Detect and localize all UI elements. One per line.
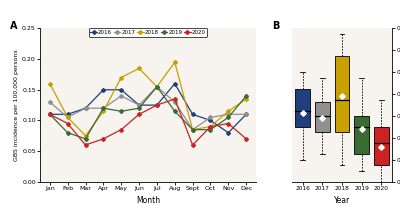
- 2019: [172, 110, 177, 113]
- 2016: [172, 82, 177, 85]
- 2018: [65, 116, 70, 119]
- 2020: [119, 128, 124, 131]
- Text: B: B: [272, 21, 279, 31]
- 2017: [208, 116, 213, 119]
- Bar: [295, 89, 310, 127]
- Line: 2017: 2017: [48, 85, 248, 131]
- 2017: [101, 107, 106, 110]
- 2016: [119, 88, 124, 91]
- 2020: [226, 122, 231, 125]
- 2018: [208, 125, 213, 128]
- 2018: [244, 98, 248, 100]
- X-axis label: Year: Year: [334, 196, 350, 205]
- 2018: [172, 61, 177, 64]
- 2016: [83, 107, 88, 110]
- Text: A: A: [10, 21, 17, 31]
- 2019: [226, 116, 231, 119]
- 2019: [65, 131, 70, 134]
- 2018: [190, 128, 195, 131]
- 2019: [208, 128, 213, 131]
- Bar: [374, 127, 389, 165]
- Bar: [354, 116, 369, 154]
- 2018: [226, 110, 231, 113]
- 2017: [48, 101, 52, 103]
- X-axis label: Month: Month: [136, 196, 160, 205]
- 2016: [226, 131, 231, 134]
- 2018: [48, 82, 52, 85]
- 2017: [137, 104, 142, 106]
- 2017: [65, 116, 70, 119]
- 2017: [226, 113, 231, 116]
- 2020: [154, 104, 159, 106]
- 2017: [83, 107, 88, 110]
- 2017: [119, 95, 124, 97]
- Line: 2020: 2020: [48, 98, 248, 146]
- 2016: [137, 104, 142, 106]
- Y-axis label: GBS incidence per 100,000 persons: GBS incidence per 100,000 persons: [14, 49, 19, 161]
- 2019: [48, 113, 52, 116]
- Line: 2019: 2019: [48, 85, 248, 140]
- 2018: [154, 85, 159, 88]
- 2018: [101, 110, 106, 113]
- 2020: [65, 122, 70, 125]
- 2020: [137, 113, 142, 116]
- 2019: [83, 138, 88, 140]
- 2020: [101, 138, 106, 140]
- 2019: [101, 107, 106, 110]
- Legend: 2016, 2017, 2018, 2019, 2020: 2016, 2017, 2018, 2019, 2020: [88, 28, 208, 37]
- 2018: [137, 67, 142, 70]
- 2019: [119, 110, 124, 113]
- 2020: [48, 113, 52, 116]
- Bar: [334, 56, 350, 132]
- 2017: [190, 128, 195, 131]
- 2016: [244, 113, 248, 116]
- 2020: [208, 125, 213, 128]
- 2020: [190, 144, 195, 146]
- 2019: [244, 95, 248, 97]
- 2017: [172, 101, 177, 103]
- 2019: [154, 85, 159, 88]
- 2016: [101, 88, 106, 91]
- 2019: [190, 128, 195, 131]
- 2020: [172, 98, 177, 100]
- Bar: [315, 102, 330, 132]
- 2017: [244, 113, 248, 116]
- 2019: [137, 107, 142, 110]
- 2020: [83, 144, 88, 146]
- 2016: [208, 119, 213, 122]
- Line: 2018: 2018: [48, 61, 248, 137]
- 2016: [65, 113, 70, 116]
- 2018: [83, 134, 88, 137]
- 2016: [190, 113, 195, 116]
- 2016: [48, 113, 52, 116]
- 2016: [154, 104, 159, 106]
- 2020: [244, 138, 248, 140]
- 2018: [119, 76, 124, 79]
- Line: 2016: 2016: [48, 82, 248, 134]
- 2017: [154, 85, 159, 88]
